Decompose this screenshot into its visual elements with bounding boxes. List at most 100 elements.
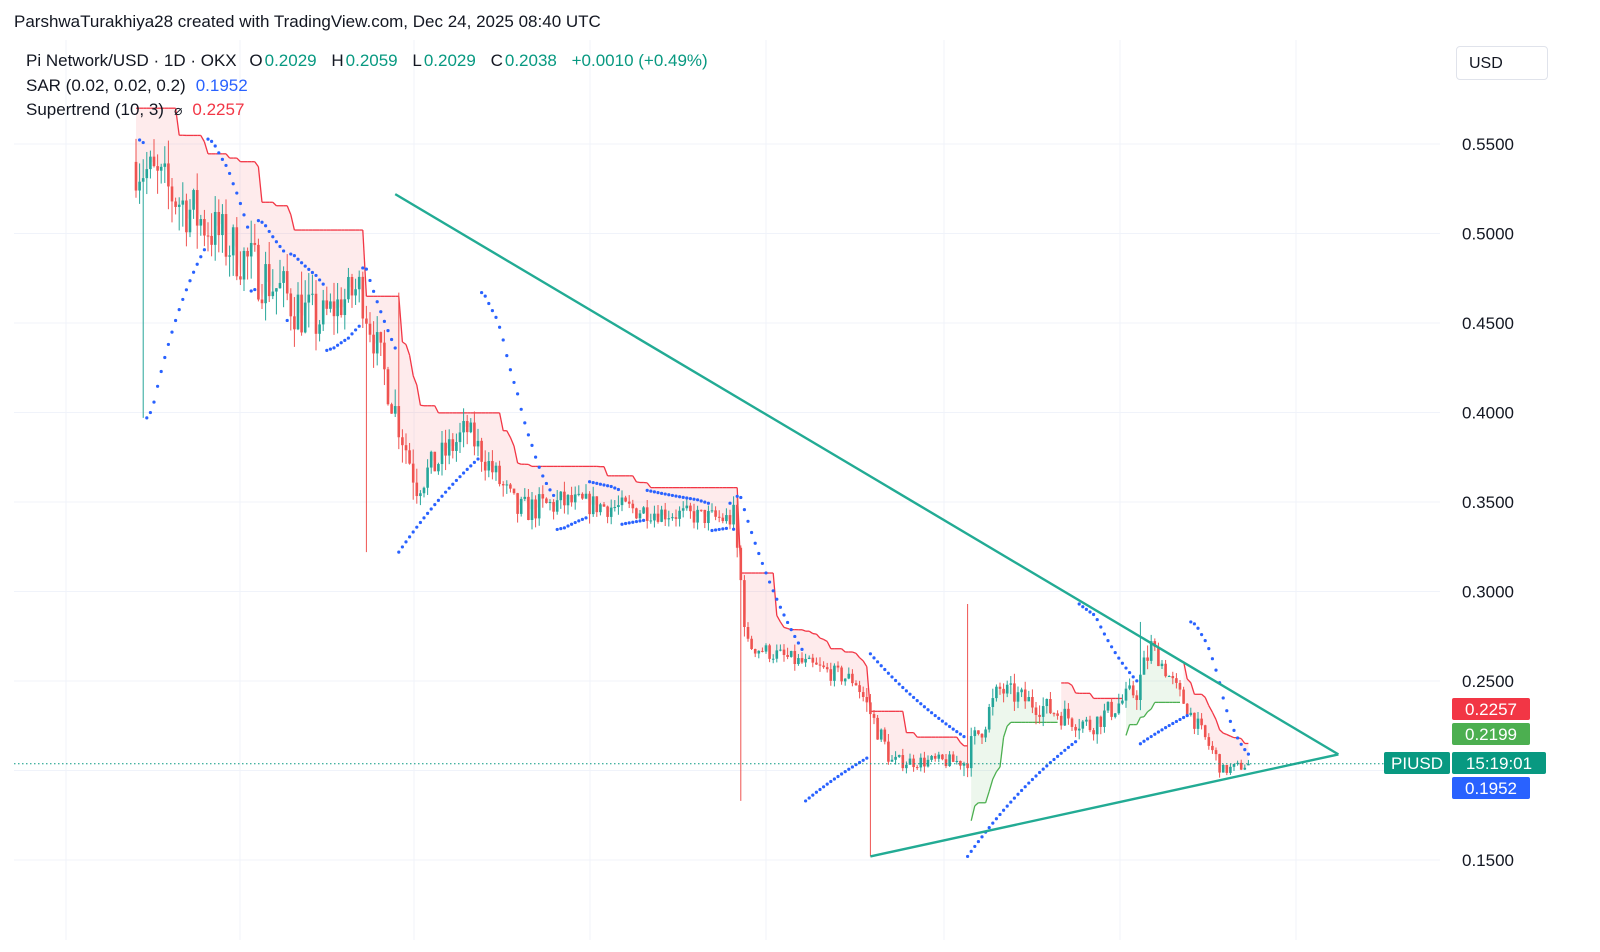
legend-sar-value: 0.1952 [195,76,248,95]
supertrend-fill-band [636,481,640,516]
supertrend-fill-band [312,230,316,314]
candle-body [807,657,811,659]
candle-body [840,667,843,682]
candle-body [1221,764,1225,773]
supertrend-fill-band [686,487,691,509]
supertrend-segment [815,633,821,639]
candle [807,655,811,660]
candle-body [1196,718,1200,729]
sar-dot [1225,709,1229,713]
candle-body [1106,701,1110,711]
candle-body [912,758,915,768]
supertrend-segment [513,445,519,464]
candle [685,499,689,511]
candle [854,680,858,686]
sar-dot [951,727,955,731]
candle-body [541,494,545,499]
candle-body [714,510,717,517]
candle [1167,675,1171,678]
sar-dot [516,392,520,396]
sar-dot [1203,639,1207,643]
candle [545,497,548,504]
supertrend-segment [823,638,828,643]
eye-slash-icon[interactable]: ⌀ [173,102,183,118]
candle-body [505,484,509,486]
candle [192,188,195,219]
candle-body [879,729,883,740]
legend-supertrend-row[interactable]: Supertrend (10, 3) ⌀ 0.2257 [26,100,246,120]
candle [296,282,300,331]
candle-body [343,299,347,316]
sar-dot [818,787,822,792]
sar-dot [364,267,368,271]
candle-body [300,294,303,333]
candle [1016,686,1020,709]
supertrend-fill-band [352,230,356,293]
candle-body [1247,763,1250,766]
candle [167,140,170,210]
candle [948,751,951,767]
supertrend-fill-band [719,487,723,520]
supertrend-segment [1071,685,1077,694]
candle [966,604,969,778]
candle-body [559,491,563,501]
supertrend-fill-band [622,475,626,502]
sar-dot [408,535,412,539]
sar-dot [357,324,361,328]
candle [246,247,249,280]
sar-dot [1156,730,1160,734]
supertrend-fill-band [276,205,280,290]
candle [307,273,311,328]
supertrend-fill-band [582,466,586,497]
sar-dot [922,705,927,709]
candle-body [919,757,923,768]
supertrend-badge: 0.2257 [1452,698,1530,720]
sar-dot [314,273,318,278]
supertrend-fill-band [1172,677,1177,703]
candle-body [365,318,368,324]
currency-selector[interactable]: USD [1456,46,1548,80]
candle-body [991,698,995,708]
supertrend-segment [257,166,263,203]
legend-sar-row[interactable]: SAR (0.02, 0.02, 0.2) 0.1952 [26,76,250,96]
sar-dot [1023,785,1027,789]
supertrend-fill-band [755,573,759,653]
candle-body [375,332,379,354]
sar-dot [775,597,779,601]
supertrend-fill-band [1025,695,1029,723]
candle [433,451,437,472]
sar-dot [789,627,793,632]
candle [383,329,386,386]
supertrend-segment [509,437,515,447]
candle-body [181,200,185,205]
candle [393,389,397,418]
candle-body [584,493,588,499]
supertrend-fill-band [722,487,727,520]
sar-dot [566,524,570,528]
sar-dot [879,664,883,668]
candle [1067,703,1070,725]
y-tick-label: 0.4000 [1462,404,1514,423]
candle [138,163,141,204]
candle [1056,710,1059,720]
supertrend-fill-band [341,230,345,308]
candle [908,753,912,765]
supertrend-fill-band [247,161,252,254]
supertrend-fill-band [992,692,997,780]
supertrend-fill-band [715,487,720,518]
sar-dot [379,310,383,314]
candle [865,688,869,712]
candle-body [797,658,800,665]
candle-body [253,242,257,245]
sar-dot [289,252,293,256]
supertrend-fill-band [1075,693,1080,730]
candle-body [1070,718,1074,727]
supertrend-fill-band [416,385,421,495]
candle [851,669,854,687]
candle-body [750,638,753,650]
candle-body [206,235,210,237]
sar-dot [958,732,963,736]
candle [761,647,764,653]
candle [753,648,757,658]
